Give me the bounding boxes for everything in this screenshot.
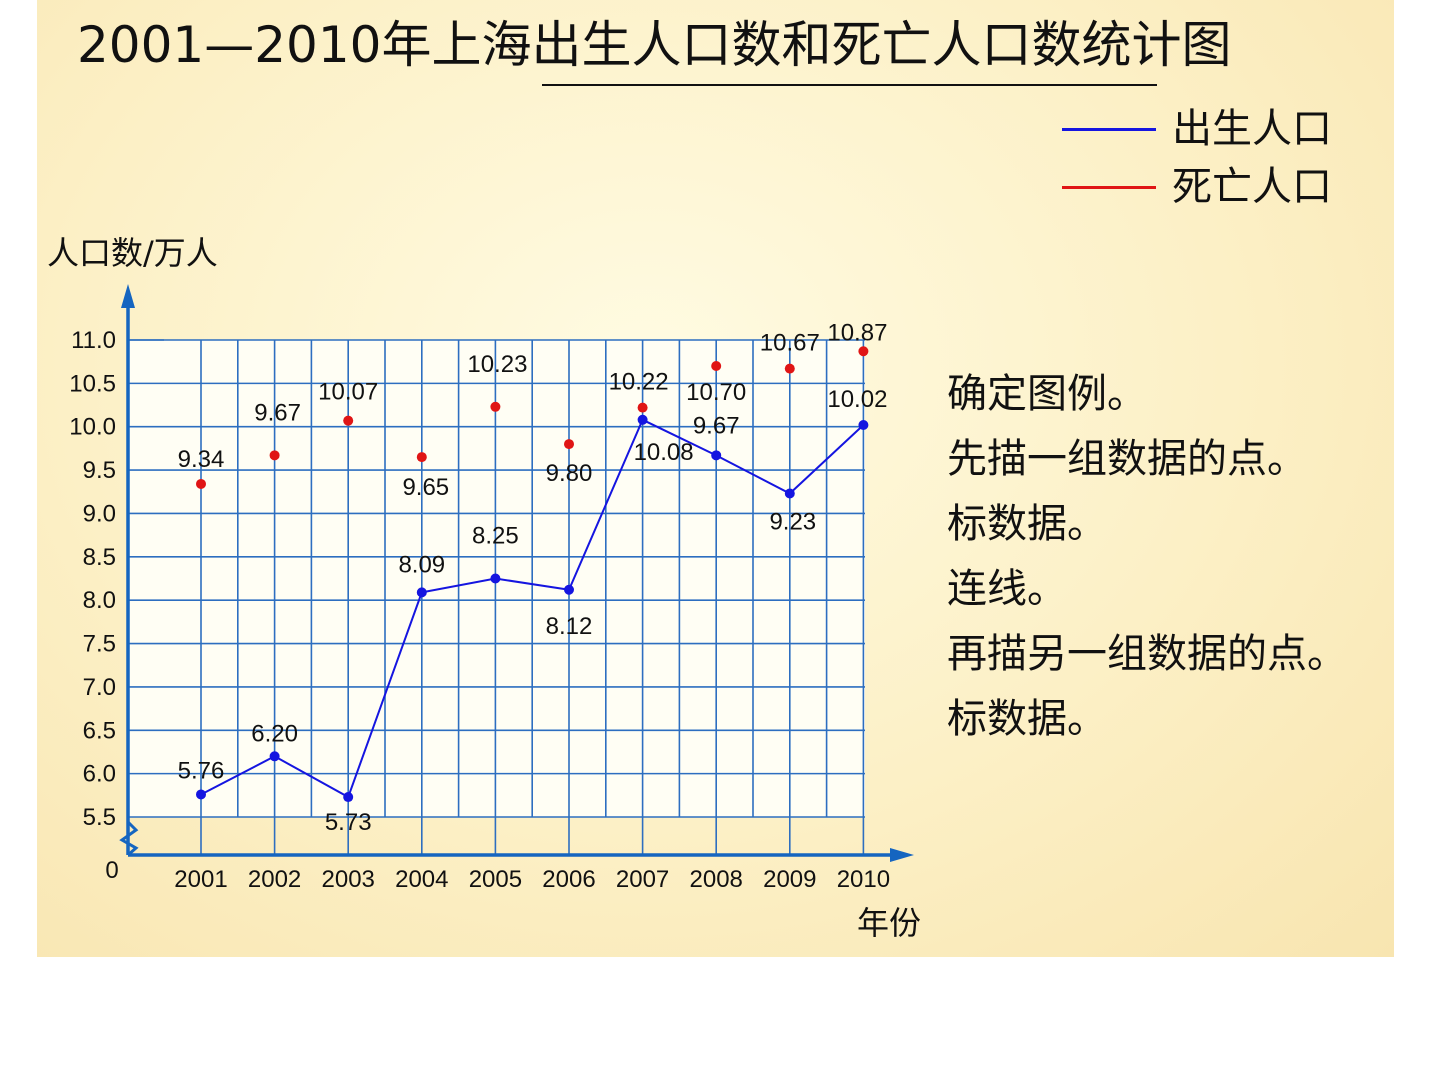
death-point	[784, 363, 795, 374]
x-tick-label: 2008	[690, 866, 743, 893]
x-tick-label: 2003	[322, 866, 375, 893]
note-line: 标数据。	[947, 696, 1107, 742]
birth-data-label: 9.23	[769, 509, 816, 536]
x-tick-label: 2004	[395, 866, 448, 893]
slide: 2001—2010年上海出生人口数和死亡人口数统计图 出生人口 死亡人口 人口数…	[37, 0, 1394, 957]
x-tick-label: 2005	[469, 866, 522, 893]
death-point	[416, 452, 427, 463]
x-tick-label: 2006	[542, 866, 595, 893]
chart-title: 2001—2010年上海出生人口数和死亡人口数统计图	[77, 16, 1232, 74]
y-tick-label: 10.5	[69, 370, 116, 397]
birth-data-label: 5.73	[325, 809, 372, 836]
birth-point	[637, 414, 648, 425]
birth-data-label: 8.09	[398, 551, 445, 578]
death-data-label: 10.23	[467, 351, 527, 378]
death-data-label: 10.07	[318, 379, 378, 406]
birth-data-label: 9.67	[693, 412, 740, 439]
death-point	[564, 439, 574, 450]
x-tick-label: 2002	[248, 866, 301, 893]
death-data-label: 10.70	[686, 379, 746, 406]
y-axis-break	[119, 820, 139, 857]
x-tick-label: 2001	[174, 866, 227, 893]
grid	[128, 339, 865, 855]
birth-point	[858, 419, 869, 430]
death-point	[858, 346, 869, 357]
y-tick-label: 7.5	[83, 631, 116, 658]
y-tick-label: 9.0	[83, 500, 116, 527]
x-axis-arrow	[890, 848, 914, 862]
birth-data-label: 10.02	[827, 386, 887, 413]
y-origin-label: 0	[105, 857, 118, 884]
birth-point	[196, 789, 206, 800]
death-point	[637, 402, 648, 413]
birth-data-label: 5.76	[178, 757, 225, 784]
birth-data-label: 8.25	[472, 523, 519, 550]
y-tick-label: 6.0	[83, 761, 116, 788]
x-tick-label: 2010	[837, 866, 890, 893]
death-data-label: 9.67	[254, 399, 301, 426]
series-line-birth	[200, 418, 865, 799]
death-data-label: 9.80	[546, 460, 593, 487]
legend-swatch-death	[1062, 186, 1156, 189]
death-point	[711, 361, 722, 372]
legend-swatch-birth	[1062, 128, 1156, 131]
y-tick-label: 8.5	[83, 544, 116, 571]
notes-panel: 确定图例。 先描一组数据的点。 标数据。 连线。 再描另一组数据的点。 标数据。	[947, 362, 1347, 752]
y-tick-label: 5.5	[83, 804, 116, 831]
death-point	[343, 415, 354, 426]
y-tick-label: 8.0	[83, 587, 116, 614]
note-line: 先描一组数据的点。	[947, 436, 1307, 482]
y-tick-label: 9.5	[83, 457, 116, 484]
death-data-label: 9.65	[402, 474, 449, 501]
y-tick-label: 11.0	[71, 327, 116, 354]
birth-point	[416, 587, 427, 598]
birth-data-label: 10.08	[634, 439, 694, 466]
y-axis-label: 人口数/万人	[47, 234, 218, 272]
note-line: 确定图例。	[947, 371, 1147, 417]
note-line: 连线。	[947, 566, 1067, 612]
x-tick-label: 2009	[763, 866, 816, 893]
birth-point	[711, 450, 722, 461]
death-data-label: 10.87	[827, 319, 887, 346]
death-point	[196, 478, 206, 489]
birth-point	[343, 792, 354, 803]
y-tick-label: 10.0	[69, 414, 116, 441]
birth-point	[269, 751, 280, 762]
y-tick-label: 7.0	[83, 674, 116, 701]
y-axis-arrow	[121, 284, 135, 308]
birth-point	[784, 488, 795, 499]
chart-plot: 11.0 10.5 10.0 9.5 9.0 8.5 8.0 7.5 7.0 6.5 6.0 5.5 0…	[69, 284, 914, 893]
x-axis-label: 年份	[857, 904, 922, 942]
legend-label-birth: 出生人口	[1172, 106, 1332, 152]
note-line: 标数据。	[947, 501, 1107, 547]
x-tick-label: 2007	[616, 866, 669, 893]
death-point	[490, 401, 501, 412]
birth-point	[564, 584, 574, 595]
legend-label-death: 死亡人口	[1172, 164, 1332, 210]
death-data-label: 9.34	[178, 446, 225, 473]
y-tick-label: 6.5	[83, 717, 116, 744]
death-data-label: 10.22	[609, 369, 669, 396]
death-data-label: 10.67	[760, 330, 820, 357]
death-point	[269, 450, 280, 461]
title-underline	[542, 84, 1157, 86]
birth-data-label: 6.20	[251, 720, 298, 747]
birth-data-label: 8.12	[546, 613, 593, 640]
birth-point	[490, 573, 501, 584]
note-line: 再描另一组数据的点。	[947, 631, 1347, 677]
